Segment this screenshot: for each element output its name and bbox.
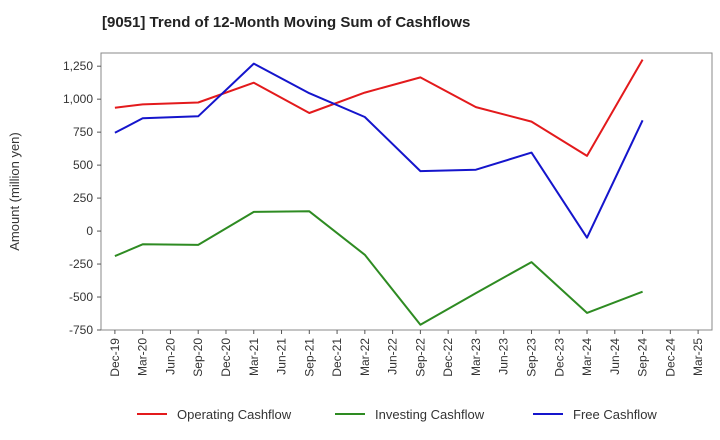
x-tick-label: Dec-22 — [441, 338, 455, 377]
axes — [97, 52, 713, 334]
chart-title: [9051] Trend of 12-Month Moving Sum of C… — [102, 14, 471, 31]
operating-cashflow-legend-label: Operating Cashflow — [177, 407, 292, 422]
series-lines — [114, 59, 644, 326]
x-tick-label: Sep-20 — [191, 338, 205, 377]
tick-labels: 1,250 1,000 750 500 250 0 -250 -500 -750 Dec-19 Ma… — [7, 59, 705, 377]
y-tick-label: 250 — [73, 191, 93, 205]
x-tick-label: Dec-23 — [552, 338, 566, 377]
x-tick-label: Mar-23 — [469, 338, 483, 376]
x-tick-label: Mar-22 — [358, 338, 372, 376]
y-tick-label: -250 — [69, 257, 93, 271]
y-tick-label: -500 — [69, 290, 93, 304]
y-tick-label: 0 — [86, 224, 93, 238]
x-tick-label: Jun-23 — [497, 338, 511, 375]
y-tick-label: 500 — [73, 158, 93, 172]
y-axis-title: Amount (million yen) — [7, 132, 22, 251]
y-tick-label: -750 — [69, 323, 93, 337]
x-tick-label: Sep-21 — [302, 338, 316, 377]
x-tick-label: Jun-22 — [386, 338, 400, 375]
investing-cashflow-line — [114, 210, 643, 326]
free-cashflow-line — [114, 62, 644, 239]
investing-cashflow-legend-label: Investing Cashflow — [375, 407, 485, 422]
y-tick-label: 1,250 — [63, 59, 93, 73]
x-tick-label: Jun-21 — [275, 338, 289, 375]
x-tick-label: Dec-21 — [330, 338, 344, 377]
x-tick-label: Dec-20 — [219, 338, 233, 377]
x-tick-label: Dec-24 — [663, 338, 677, 377]
legend: Operating Cashflow Investing Cashflow Free… — [137, 407, 657, 422]
y-tick-label: 1,000 — [63, 92, 93, 106]
x-tick-label: Jun-24 — [608, 338, 622, 375]
x-tick-label: Sep-23 — [524, 338, 538, 377]
y-tick-label: 750 — [73, 125, 93, 139]
plot-frame — [100, 52, 713, 331]
free-cashflow-legend-label: Free Cashflow — [573, 407, 657, 422]
x-tick-label: Mar-21 — [247, 338, 261, 376]
x-tick-label: Mar-25 — [691, 338, 705, 376]
x-tick-label: Dec-19 — [108, 338, 122, 377]
x-tick-label: Sep-22 — [413, 338, 427, 377]
x-tick-label: Jun-20 — [163, 338, 177, 375]
operating-cashflow-line — [114, 59, 644, 157]
x-tick-label: Mar-24 — [580, 338, 594, 376]
x-tick-label: Sep-24 — [636, 338, 650, 377]
x-tick-label: Mar-20 — [136, 338, 150, 376]
